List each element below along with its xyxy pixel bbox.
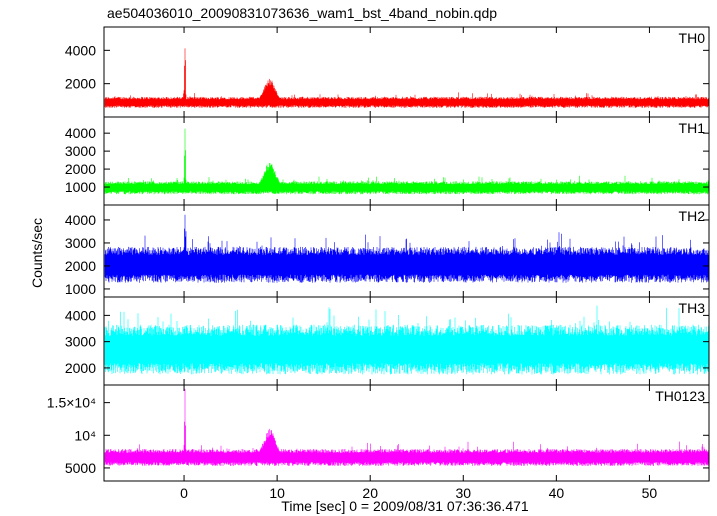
x-tick-label: 40 [549, 485, 565, 501]
x-tick-label: 50 [642, 485, 658, 501]
series-th2 [104, 214, 709, 283]
panel-th1: TH1 1000 2000 3000 4000 [65, 116, 710, 206]
y-tick-label: 4000 [65, 212, 96, 228]
series-name-label: TH2 [679, 208, 706, 224]
series-th0123 [104, 388, 709, 466]
x-tick-label: 10 [269, 485, 285, 501]
y-tick-label: 5000 [65, 460, 96, 476]
y-tick-label: 1.5×10⁴ [47, 395, 96, 411]
panel-th2: TH2 1000 2000 3000 4000 [65, 204, 710, 298]
y-tick-label: 3000 [65, 143, 96, 159]
panel-frame [103, 384, 710, 482]
series-name-label: TH3 [679, 300, 706, 316]
panels: TH020004000TH11000200030004000TH21000200… [47, 26, 710, 501]
series-name-label: TH0 [679, 30, 706, 46]
panel-th3: TH3 2000 3000 4000 [65, 296, 710, 386]
series-th3 [104, 305, 709, 375]
y-tick-label: 2000 [65, 258, 96, 274]
series-name-label: TH0123 [655, 388, 705, 404]
y-tick-label: 4000 [65, 42, 96, 58]
x-tick-label: 30 [455, 485, 471, 501]
y-axis-label: Counts/sec [29, 218, 45, 288]
chart-title: ae504036010_20090831073636_wam1_bst_4ban… [107, 5, 497, 21]
panel-th0123: TH0123 5000 10⁴ 1.5×10⁴ 0 10 20 30 40 50 [47, 384, 710, 501]
y-tick-label: 4000 [65, 125, 96, 141]
y-tick-label: 1000 [65, 179, 96, 195]
series-name-label: TH1 [679, 120, 706, 136]
y-tick-label: 1000 [65, 281, 96, 297]
x-tick-label: 0 [180, 485, 188, 501]
y-tick-label: 2000 [65, 76, 96, 92]
x-tick-label: 20 [362, 485, 378, 501]
series-th1 [104, 128, 709, 195]
y-tick-label: 3000 [65, 334, 96, 350]
y-tick-label: 4000 [65, 307, 96, 323]
y-tick-label: 2000 [65, 360, 96, 376]
series-th0 [104, 48, 709, 108]
y-tick-label: 3000 [65, 235, 96, 251]
y-tick-label: 2000 [65, 161, 96, 177]
panel-th0: TH0 2000 4000 [65, 26, 710, 118]
x-axis-label: Time [sec] 0 = 2009/08/31 07:36:36.471 [281, 498, 529, 514]
y-tick-label: 10⁴ [74, 427, 96, 443]
